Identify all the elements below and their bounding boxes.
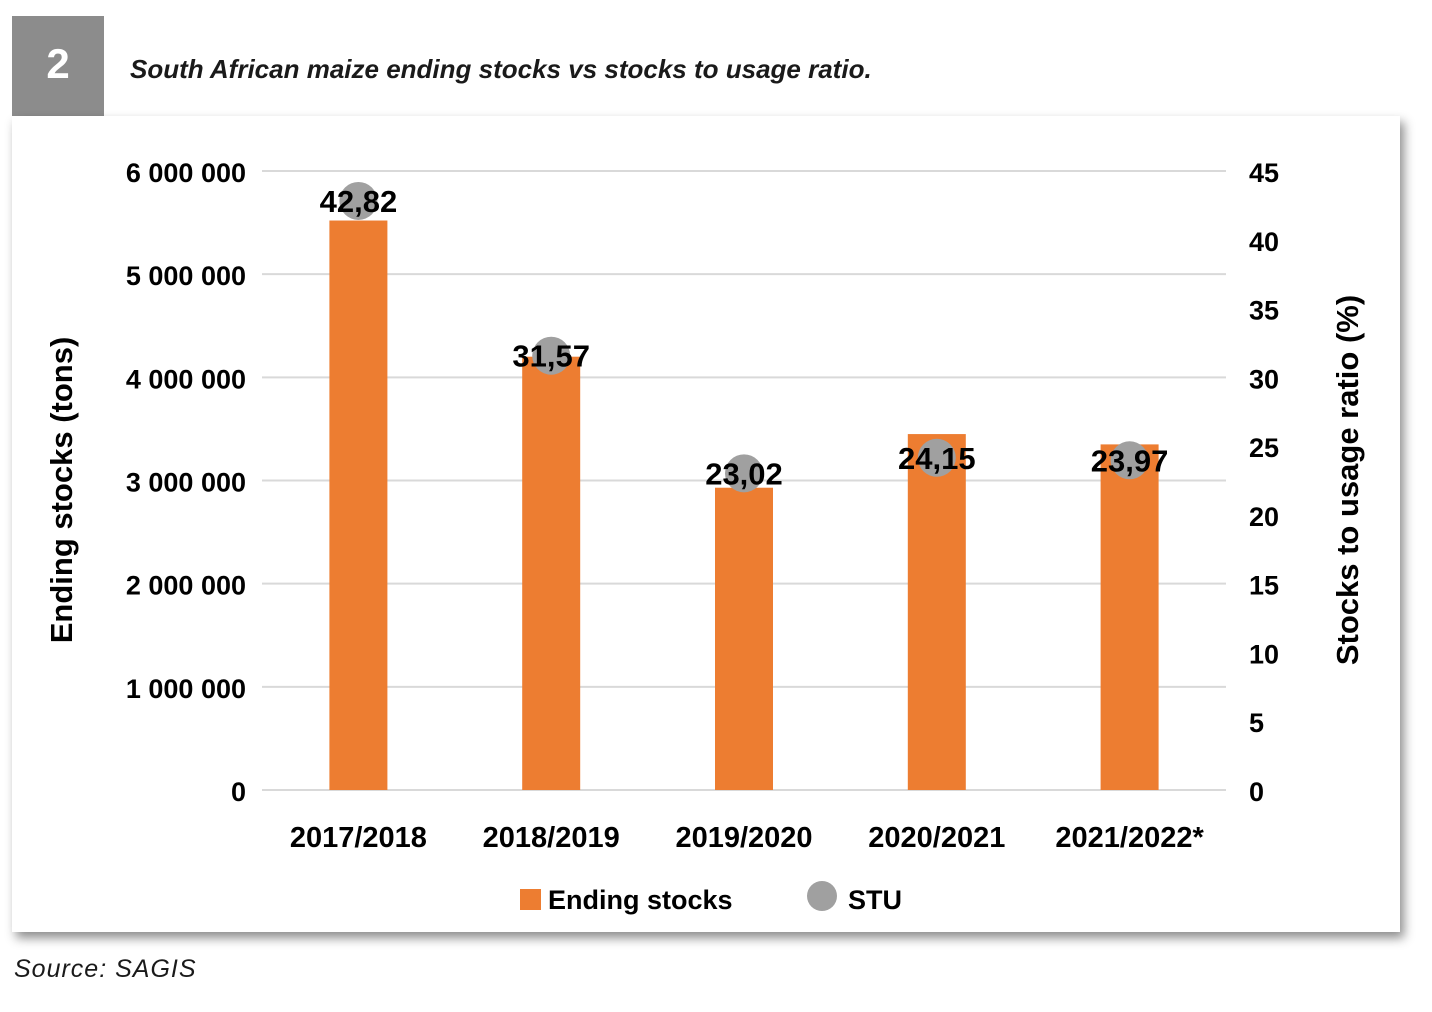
data-label-stu: 23,02 bbox=[705, 456, 783, 491]
bar-ending-stocks bbox=[907, 434, 966, 790]
chart-legend: Ending stocks STU bbox=[520, 881, 902, 915]
legend-swatch-ending-stocks bbox=[520, 889, 541, 910]
x-tick-label: 2018/2019 bbox=[483, 822, 620, 854]
x-tick-label: 2017/2018 bbox=[290, 822, 427, 854]
y2-tick-label: 40 bbox=[1249, 227, 1279, 257]
data-label-stu: 24,15 bbox=[898, 441, 976, 476]
bar-ending-stocks bbox=[715, 487, 773, 790]
y-axis-title: Ending stocks (tons) bbox=[44, 337, 79, 644]
marker-stu bbox=[339, 181, 378, 220]
bar-ending-stocks bbox=[1100, 444, 1159, 790]
y-tick-label: 3 000 000 bbox=[126, 468, 246, 498]
y2-tick-label: 10 bbox=[1249, 639, 1279, 669]
bar-ending-stocks bbox=[522, 356, 581, 790]
y2-tick-label: 15 bbox=[1249, 571, 1279, 601]
y2-tick-label: 20 bbox=[1249, 502, 1279, 532]
legend-label-stu: STU bbox=[848, 885, 902, 915]
bar-ending-stocks bbox=[329, 220, 388, 790]
figure-number-badge: 2 bbox=[12, 16, 104, 116]
legend-swatch-stu bbox=[807, 881, 837, 911]
x-tick-label: 2021/2022* bbox=[1055, 822, 1204, 854]
marker-stu bbox=[532, 336, 571, 375]
source-note: Source: SAGIS bbox=[14, 955, 197, 983]
x-tick-label: 2020/2021 bbox=[868, 822, 1005, 854]
y2-tick-label: 35 bbox=[1249, 296, 1279, 326]
marker-stu bbox=[1110, 441, 1149, 480]
y2-axis-title: Stocks to usage ratio (%) bbox=[1330, 295, 1365, 665]
data-label-stu: 31,57 bbox=[512, 339, 590, 374]
data-label-stu: 42,82 bbox=[320, 184, 398, 219]
x-tick-label: 2019/2020 bbox=[675, 822, 812, 854]
y2-tick-label: 0 bbox=[1249, 777, 1264, 807]
y-tick-label: 1 000 000 bbox=[126, 674, 246, 704]
y2-tick-label: 5 bbox=[1249, 708, 1264, 738]
y2-tick-label: 25 bbox=[1249, 433, 1279, 463]
marker-stu bbox=[725, 454, 763, 493]
data-label-stu: 23,97 bbox=[1091, 443, 1169, 478]
y2-tick-label: 30 bbox=[1249, 364, 1279, 394]
chart: 42,82 31,57 23,02 24,15 23,97 0 1 000 000 2 00… bbox=[44, 158, 1365, 915]
chart-panel: 42,82 31,57 23,02 24,15 23,97 0 1 000 000 2 00… bbox=[12, 116, 1400, 932]
y-tick-label: 2 000 000 bbox=[126, 571, 246, 601]
y-tick-label: 5 000 000 bbox=[126, 261, 246, 291]
figure-caption: South African maize ending stocks vs sto… bbox=[130, 54, 872, 84]
y-tick-label: 0 bbox=[231, 777, 246, 807]
marker-stu bbox=[917, 438, 956, 477]
legend-label-ending-stocks: Ending stocks bbox=[548, 885, 733, 915]
y-tick-label: 4 000 000 bbox=[126, 364, 246, 394]
y-tick-label: 6 000 000 bbox=[126, 158, 246, 188]
y2-tick-label: 45 bbox=[1249, 158, 1279, 188]
